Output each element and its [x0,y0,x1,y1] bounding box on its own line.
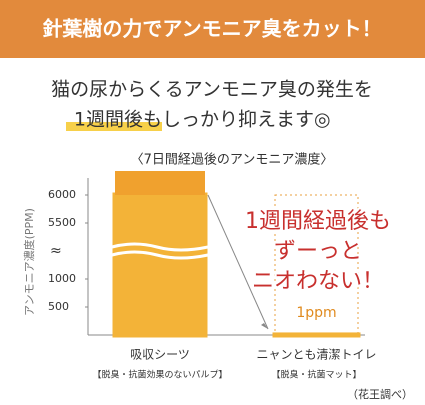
y-tick-label: 500 [48,300,69,313]
category-note: 【脱臭・抗菌効果のないパルプ】 [92,369,227,381]
annotation: ニオわない！ [252,269,384,294]
annotation: 1週間経過後も [245,209,391,234]
arrow-line [207,194,269,330]
y-tick-label: 1000 [48,272,76,285]
break-wave [111,242,209,252]
annotation: ずーっと [274,239,362,264]
bar [112,192,208,338]
category-note: 【脱臭・抗菌マット】 [271,369,361,381]
highlight [66,122,162,131]
x-tick-label: ニャンとも清潔トイレ [256,348,376,362]
break-wave [111,250,209,260]
value-label-bg [115,171,205,195]
headline-highlight: 1週間後も [74,109,162,131]
chart-title: 〈7日間経過後のアンモニア濃度〉 [131,152,334,168]
headline: 猫の尿からくるアンモニア臭の発生を [51,79,373,101]
y-tick-label: 6000 [48,188,76,201]
headline: しっかり抑えます◎ [162,109,331,131]
arrow-head [261,323,268,329]
y-axis-label: アンモニア濃度(PPM) [22,208,36,316]
axis-break: ≈ [50,243,62,259]
source: （花王調べ） [347,387,413,401]
y-tick-label: 5500 [48,216,76,229]
banner [0,0,425,58]
banner-text: 針葉樹の力でアンモニア臭をカット！ [42,17,381,41]
reference-outline [274,194,359,336]
x-tick-label: 吸収シーツ [130,348,190,362]
value-label: 1ppm [296,305,336,321]
